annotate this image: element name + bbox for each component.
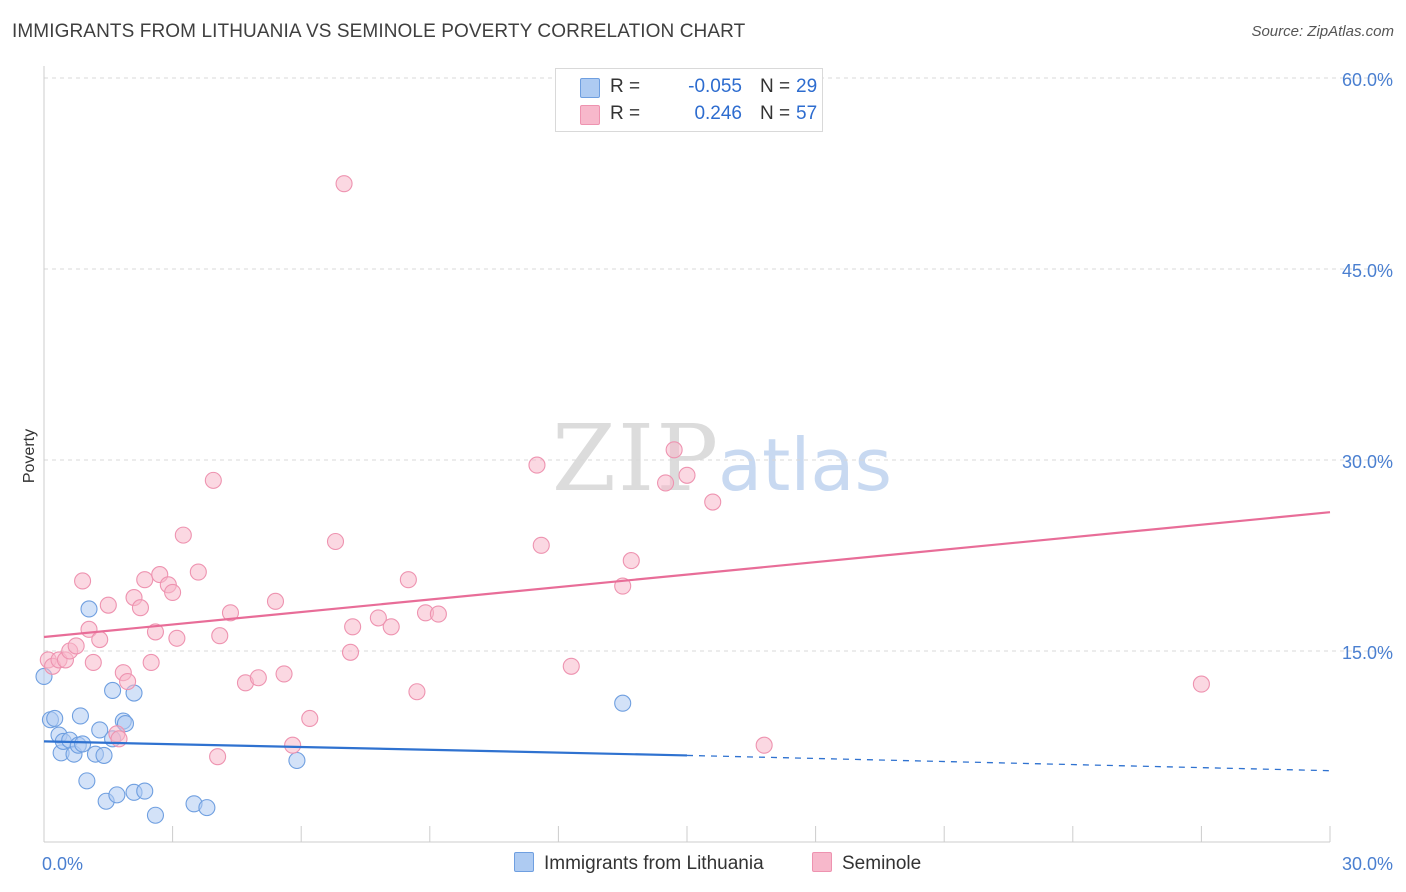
data-point-pink — [532, 536, 550, 554]
legend-r-label: R = — [610, 76, 641, 97]
legend-n-value: 57 — [796, 103, 818, 124]
data-point-pink — [562, 657, 580, 675]
legend-label-seminole: Seminole — [842, 853, 922, 874]
legend-swatch-pink — [812, 852, 832, 872]
data-point-pink — [382, 618, 400, 636]
data-point-pink — [189, 563, 207, 581]
legend-item-seminole: Seminole — [812, 852, 921, 875]
legend-item-lithuania: Immigrants from Lithuania — [514, 852, 764, 875]
trend-line-pink — [43, 511, 1331, 639]
y-axis-label: Poverty — [21, 429, 38, 483]
stats-legend: R = -0.055 N = 29 R = 0.246 N = 57 — [555, 68, 823, 132]
y-tick-labels: 15.0% 30.0% 45.0% 60.0% — [1342, 70, 1393, 663]
trend-lines — [43, 511, 1331, 772]
data-point-pink — [429, 605, 447, 623]
data-point-pink — [204, 471, 222, 489]
legend-swatch-blue — [514, 852, 534, 872]
data-point-pink — [211, 627, 229, 645]
data-point-blue — [288, 751, 306, 770]
data-point-blue — [78, 772, 96, 790]
data-point-pink — [326, 532, 345, 551]
legend-r-value: -0.055 — [688, 76, 742, 97]
watermark-zip: ZIP — [552, 405, 720, 512]
x-tick-label: 0.0% — [42, 854, 83, 874]
data-point-pink — [528, 456, 546, 474]
data-point-blue — [146, 806, 165, 824]
data-point-blue — [614, 694, 632, 712]
data-point-blue — [108, 786, 126, 804]
legend-swatch-blue — [580, 78, 600, 98]
data-point-pink — [657, 474, 675, 492]
data-point-pink — [131, 599, 149, 617]
data-point-pink — [1192, 675, 1210, 693]
data-point-blue — [95, 746, 113, 764]
legend-swatch-pink — [580, 105, 600, 125]
data-point-pink — [84, 653, 102, 672]
data-point-blue — [136, 782, 154, 800]
data-point-pink — [341, 643, 360, 661]
legend-n-value: 29 — [796, 76, 818, 97]
data-point-pink — [142, 653, 160, 672]
data-point-blue — [91, 721, 109, 739]
data-point-pink — [146, 623, 165, 641]
data-point-pink — [110, 730, 128, 748]
data-point-blue — [74, 735, 92, 753]
data-point-pink — [622, 552, 640, 570]
legend-n-label: N = — [760, 103, 791, 124]
data-point-pink — [74, 572, 92, 590]
x-tick-label: 30.0% — [1342, 854, 1393, 874]
legend-r-label: R = — [610, 103, 641, 124]
data-point-blue — [104, 681, 122, 700]
data-point-pink — [284, 736, 302, 754]
data-point-blue — [46, 709, 64, 728]
watermark-atlas: atlas — [718, 423, 892, 507]
chart-title: IMMIGRANTS FROM LITHUANIA VS SEMINOLE PO… — [12, 21, 746, 42]
data-point-pink — [665, 441, 683, 459]
data-point-pink — [399, 571, 417, 589]
data-point-pink — [408, 683, 426, 701]
legend-label-lithuania: Immigrants from Lithuania — [544, 853, 764, 874]
data-point-pink — [168, 629, 186, 647]
data-point-blue — [80, 600, 98, 618]
watermark: ZIP atlas — [552, 405, 892, 512]
data-point-pink — [275, 665, 293, 683]
data-point-pink — [266, 592, 285, 610]
series-legend: Immigrants from Lithuania Seminole — [0, 852, 1406, 878]
data-point-pink — [221, 604, 240, 622]
data-point-blue — [198, 799, 216, 817]
x-ticks — [43, 826, 1331, 842]
gridlines — [44, 77, 1392, 652]
data-point-pink — [164, 583, 182, 601]
data-point-pink — [704, 493, 722, 511]
x-tick-labels: 0.0% 30.0% — [42, 854, 1393, 874]
data-point-pink — [335, 175, 353, 193]
data-point-pink — [174, 526, 192, 544]
trend-line-extension-blue — [686, 754, 1331, 772]
trend-line-blue — [43, 740, 688, 757]
legend-n-label: N = — [760, 76, 791, 97]
data-point-pink — [369, 609, 387, 627]
data-point-pink — [249, 669, 267, 687]
data-point-pink — [344, 618, 362, 636]
data-point-pink — [678, 466, 696, 484]
y-tick-label: 45.0% — [1342, 261, 1393, 281]
data-point-pink — [91, 630, 109, 649]
data-point-pink — [755, 736, 773, 754]
y-tick-label: 15.0% — [1342, 643, 1393, 663]
y-tick-label: 30.0% — [1342, 452, 1393, 472]
data-point-blue — [71, 707, 89, 725]
data-point-pink — [136, 571, 154, 589]
data-point-pink — [119, 673, 137, 691]
y-tick-label: 60.0% — [1342, 70, 1393, 90]
data-point-pink — [209, 748, 227, 766]
legend-r-value: 0.246 — [694, 103, 742, 124]
data-point-pink — [99, 596, 117, 614]
data-point-pink — [67, 637, 85, 655]
source-credit: Source: ZipAtlas.com — [1251, 23, 1394, 40]
data-point-pink — [301, 709, 319, 728]
